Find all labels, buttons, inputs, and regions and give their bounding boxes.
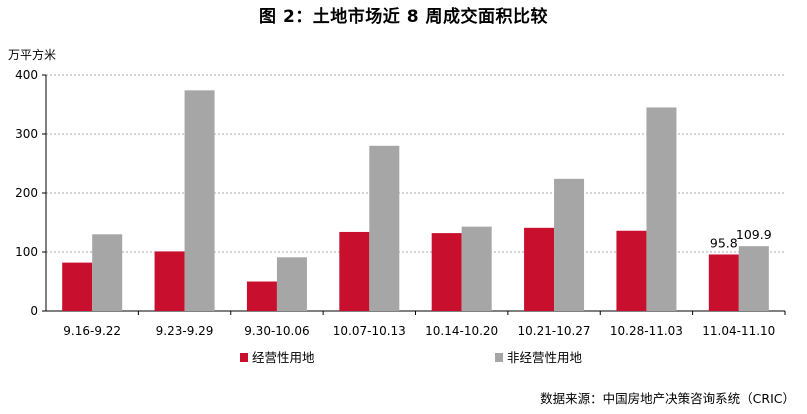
chart-title: 图 2：土地市场近 8 周成交面积比较 <box>259 7 548 27</box>
bar-operating-land <box>62 262 93 311</box>
bar-non-operating-land <box>738 246 769 311</box>
bar-non-operating-land <box>554 178 585 311</box>
x-category-label: 10.14-10.20 <box>425 324 498 338</box>
legend-swatch <box>240 353 248 362</box>
bar-operating-land <box>524 227 555 311</box>
x-category-label: 10.28-11.03 <box>610 324 683 338</box>
x-category-label: 10.21-10.27 <box>518 324 591 338</box>
x-category-label: 9.23-9.29 <box>156 324 214 338</box>
x-category-label: 9.30-10.06 <box>244 324 309 338</box>
bar-operating-land <box>154 251 185 311</box>
data-label: 109.9 <box>736 227 772 242</box>
legend-label: 经营性用地 <box>252 350 315 365</box>
bar-non-operating-land <box>461 226 492 311</box>
x-category-label: 10.07-10.13 <box>333 324 406 338</box>
bar-operating-land <box>339 231 370 311</box>
bar-operating-land <box>616 230 647 311</box>
bar-operating-land <box>708 254 739 311</box>
bar-non-operating-land <box>184 90 215 311</box>
y-axis-unit-label: 万平方米 <box>8 48 57 62</box>
legend-swatch <box>495 353 503 362</box>
data-label: 95.8 <box>710 235 738 250</box>
legend-label: 非经营性用地 <box>507 350 583 365</box>
bar-non-operating-land <box>276 257 307 311</box>
y-tick-label: 200 <box>15 186 38 200</box>
bar-operating-land <box>431 233 462 311</box>
bar-non-operating-land <box>646 107 677 311</box>
x-category-label: 9.16-9.22 <box>63 324 121 338</box>
bar-non-operating-land <box>369 145 400 311</box>
y-tick-label: 300 <box>15 127 38 141</box>
x-category-label: 11.04-11.10 <box>702 324 775 338</box>
data-source-note: 数据来源：中国房地产决策咨询系统（CRIC） <box>540 391 795 406</box>
y-tick-label: 0 <box>30 304 38 318</box>
bar-non-operating-land <box>92 234 123 311</box>
y-tick-label: 100 <box>15 245 38 259</box>
bar-operating-land <box>246 281 277 311</box>
y-tick-label: 400 <box>15 68 38 82</box>
